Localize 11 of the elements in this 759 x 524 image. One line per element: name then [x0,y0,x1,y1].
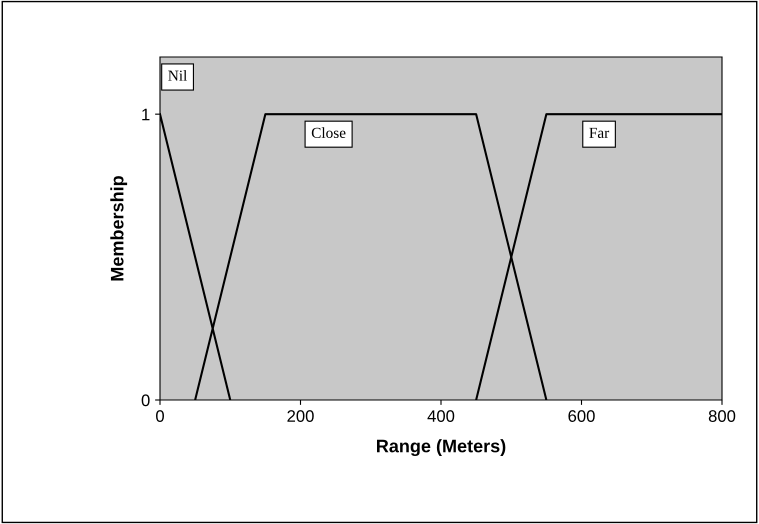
text: Nil [168,70,188,81]
x-tick-label: 0 [156,410,164,422]
x-tick-label: 200 [287,410,314,422]
x-tick-label: 400 [427,410,454,422]
y-axis-title: Membership [110,176,128,280]
series-label: Far [589,128,610,138]
x-tick-label: 600 [568,410,595,422]
series-label: Close [312,127,346,138]
x-tick-label: 800 [708,410,736,422]
y-tick-label: 1 [142,108,150,120]
x-axis-title: Range (Meters) [377,439,506,456]
